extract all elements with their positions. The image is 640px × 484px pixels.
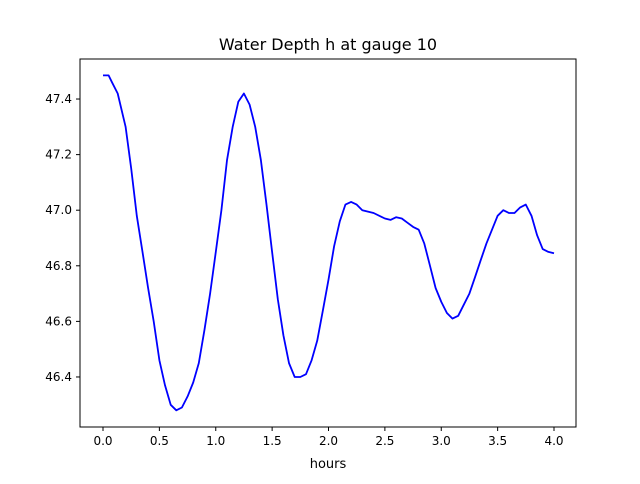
plot-frame: [79, 58, 577, 428]
x-tick-label: 3.5: [488, 434, 507, 448]
x-axis-ticks: 0.0 0.5 1.0 1.5 2.0 2.5 3.0 3.5 4.0: [93, 427, 564, 448]
y-axis-ticks: 46.4 46.6 46.8 47.0 47.2 47.4: [45, 92, 80, 384]
y-tick-label: 47.4: [45, 92, 72, 106]
x-tick-label: 1.0: [206, 434, 225, 448]
series-group: [103, 74, 555, 412]
y-tick-label: 47.2: [45, 148, 72, 162]
x-tick-label: 0.0: [93, 434, 112, 448]
series-line-h: [103, 74, 555, 412]
x-tick-label: 4.0: [544, 434, 563, 448]
x-tick-label: 0.5: [150, 434, 169, 448]
x-tick-label: 1.5: [263, 434, 282, 448]
y-tick-label: 47.0: [45, 203, 72, 217]
y-tick-label: 46.8: [45, 259, 72, 273]
y-tick-label: 46.6: [45, 314, 72, 328]
x-tick-label: 2.5: [375, 434, 394, 448]
x-axis-label: hours: [310, 457, 347, 472]
x-tick-label: 2.0: [319, 434, 338, 448]
chart-title: Water Depth h at gauge 10: [219, 35, 437, 54]
y-tick-label: 46.4: [45, 370, 72, 384]
x-tick-label: 3.0: [432, 434, 451, 448]
